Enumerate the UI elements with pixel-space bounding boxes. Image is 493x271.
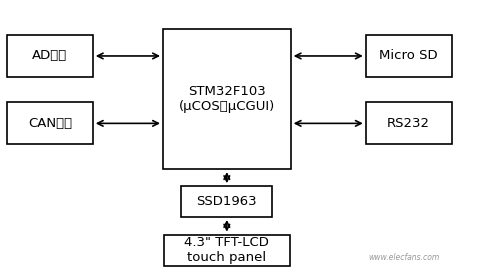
Text: www.elecfans.com: www.elecfans.com (368, 253, 439, 262)
Bar (7, 35, 93, 77)
Bar (366, 35, 452, 77)
Text: CAN接口: CAN接口 (28, 117, 72, 130)
Bar (163, 29, 291, 169)
Text: Micro SD: Micro SD (380, 50, 438, 62)
Text: AD接口: AD接口 (32, 50, 68, 62)
Text: 4.3" TFT-LCD
touch panel: 4.3" TFT-LCD touch panel (184, 236, 269, 264)
Bar (7, 102, 93, 144)
Text: RS232: RS232 (387, 117, 430, 130)
Bar (181, 186, 272, 217)
Text: SSD1963: SSD1963 (197, 195, 257, 208)
Bar (164, 235, 289, 266)
Bar (366, 102, 452, 144)
Text: STM32F103
(μCOS和μCGUI): STM32F103 (μCOS和μCGUI) (178, 85, 275, 113)
